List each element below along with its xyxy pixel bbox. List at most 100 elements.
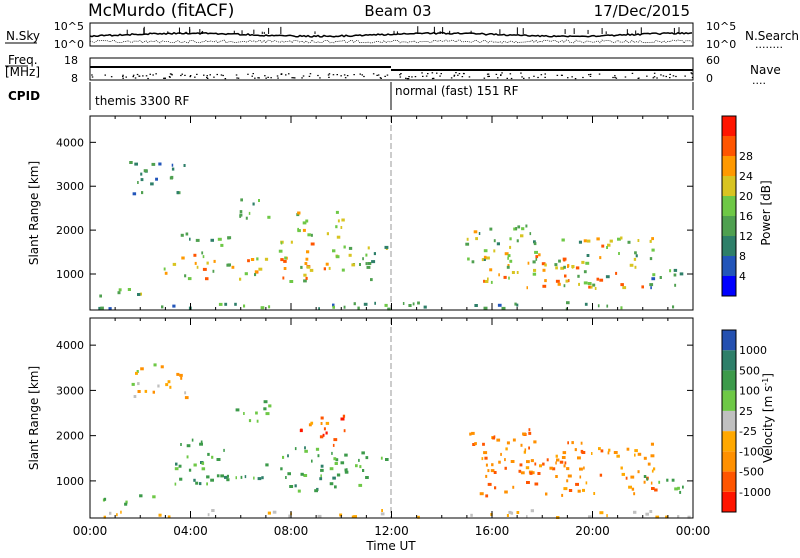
echo-cell <box>317 514 322 518</box>
colorbar-frame <box>721 115 737 297</box>
nave-dot <box>181 73 183 75</box>
nave-dot <box>294 77 296 79</box>
echo-cell <box>633 510 637 514</box>
nave-dot <box>432 77 435 79</box>
echo-cell <box>234 302 237 306</box>
nave-dot <box>235 74 238 76</box>
colorbar-swatch <box>722 491 736 512</box>
echo-cell <box>561 456 566 459</box>
nave-dot <box>237 77 240 79</box>
nave-dot <box>285 74 287 76</box>
echo-cell <box>103 497 107 501</box>
echo-cell <box>129 161 133 164</box>
power-colorbar-tick: 12 <box>739 230 753 243</box>
nave-dot <box>439 75 441 77</box>
echo-cell <box>537 472 541 475</box>
echo-cell <box>137 382 140 386</box>
power-colorbar-tick: 24 <box>739 170 753 183</box>
echo-cell <box>140 178 144 182</box>
y-tick-label: 2000 <box>56 224 84 237</box>
echo-cell <box>564 274 567 278</box>
nave-dot <box>399 76 402 78</box>
echo-cell <box>302 221 307 225</box>
echo-cell <box>659 276 662 279</box>
echo-cell <box>206 261 209 265</box>
echo-cell <box>346 468 348 472</box>
nave-dot <box>495 73 498 75</box>
echo-cell <box>247 259 250 263</box>
colorbar-swatch <box>722 350 736 371</box>
nave-dot <box>520 72 522 74</box>
echo-cell <box>365 262 368 266</box>
echo-cell <box>485 494 489 498</box>
nave-dot <box>646 75 648 77</box>
echo-cell <box>650 442 654 446</box>
echo-cell <box>475 237 478 241</box>
echo-cell <box>307 233 311 237</box>
nsky-trace <box>89 26 693 44</box>
nave-dot <box>653 72 656 74</box>
echo-cell <box>674 487 678 491</box>
nave-dot <box>544 73 546 75</box>
cpid-segment-2: normal (fast) 151 RF <box>395 84 519 98</box>
echo-cell <box>362 257 364 261</box>
nave-dot <box>533 75 535 77</box>
echo-cell <box>672 305 675 309</box>
echo-cell <box>294 484 297 488</box>
echo-cell <box>217 237 222 241</box>
echo-cell <box>571 441 574 445</box>
echo-cell <box>665 515 669 519</box>
y-tick-label: 3000 <box>56 384 84 397</box>
echo-cell <box>151 162 156 166</box>
echo-cell <box>599 511 604 515</box>
nave-dot <box>184 74 186 76</box>
echo-cell <box>220 243 224 247</box>
echo-cell <box>244 475 247 479</box>
echo-cell <box>539 464 542 468</box>
echo-cell <box>329 467 334 471</box>
echo-cell <box>581 260 585 264</box>
echo-cell <box>175 462 178 466</box>
nave-dot <box>431 72 434 74</box>
echo-cell <box>199 482 202 486</box>
nave-dot <box>264 75 266 77</box>
echo-cell <box>588 285 592 289</box>
echo-cell <box>534 250 538 254</box>
echo-cell <box>267 511 271 515</box>
echo-cell <box>634 251 637 255</box>
echo-cell <box>651 248 655 252</box>
power-panel: 1000 2000 3000 4000 Slant Range [km] 4 8 12 16… <box>27 115 773 311</box>
time-axis: 00:00 04:00 08:00 12:00 16:00 20:00 00:00 <box>73 524 711 538</box>
nave-dot <box>288 73 290 75</box>
echo-cell <box>620 236 623 240</box>
echo-cell <box>239 214 242 218</box>
echo-cell <box>220 474 224 478</box>
nave-dot <box>206 76 208 79</box>
nave-dot <box>436 72 438 74</box>
nsearch-line <box>89 39 693 44</box>
echo-cell <box>333 438 338 442</box>
echo-cell <box>358 458 360 462</box>
nave-dot <box>567 77 569 79</box>
echo-cell <box>206 475 210 479</box>
nave-dot <box>336 74 338 76</box>
echo-cell <box>172 262 177 266</box>
nave-dot <box>399 74 401 76</box>
nave-dot <box>220 74 223 76</box>
nave-dot <box>528 77 530 79</box>
echo-cell <box>542 462 545 466</box>
echo-cell <box>563 284 566 288</box>
nave-dot <box>91 76 94 78</box>
echo-cell <box>490 280 493 284</box>
colorbar-swatch <box>722 216 736 236</box>
echo-cell <box>474 304 478 307</box>
echo-cell <box>289 280 294 283</box>
echo-cell <box>211 509 215 512</box>
echo-cell <box>493 249 496 253</box>
nave-dot <box>189 75 192 77</box>
echo-cell <box>167 515 171 519</box>
echo-cell <box>268 305 271 309</box>
echo-cell <box>367 262 372 265</box>
nave-dot <box>209 74 211 76</box>
echo-cell <box>174 467 179 471</box>
